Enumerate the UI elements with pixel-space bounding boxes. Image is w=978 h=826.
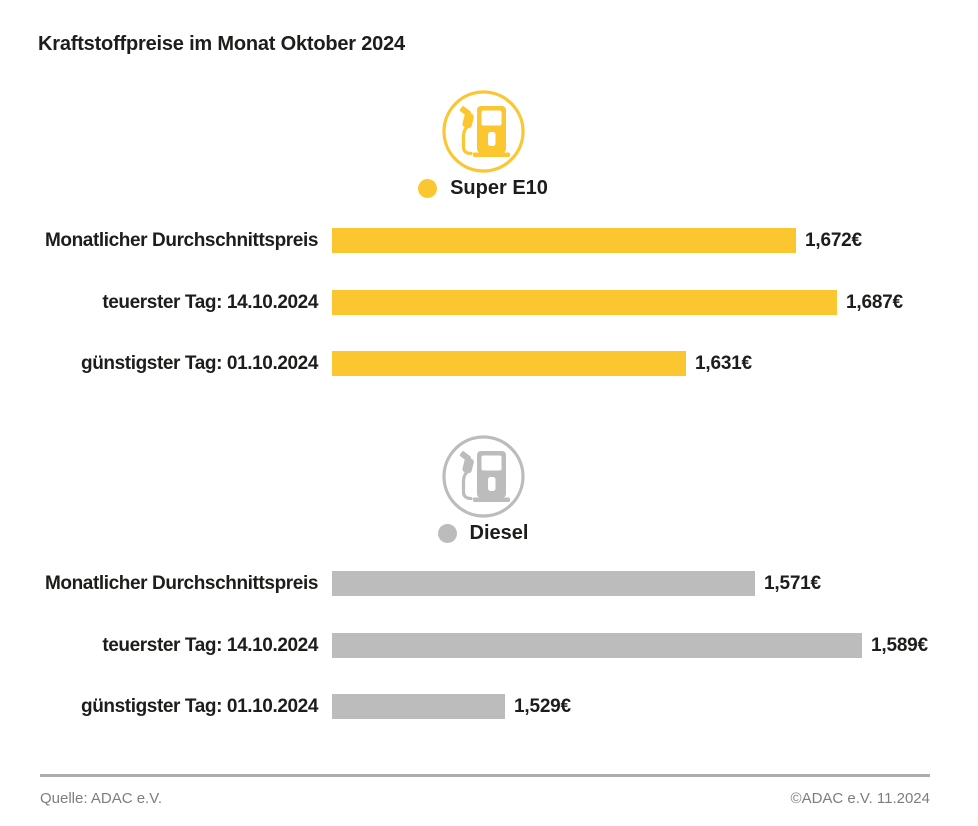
super-e10-legend-dot: [418, 178, 438, 198]
super-e10-legend-label: Super E10: [450, 176, 548, 199]
bar-value: 1,672€: [805, 229, 862, 251]
bar-row: teuerster Tag: 14.10.2024 1,687€: [38, 290, 978, 315]
bar-label: Monatlicher Durchschnittspreis: [44, 229, 318, 251]
bar-diesel-guenstigster-tag: [332, 694, 505, 719]
diesel-legend-label: Diesel: [469, 521, 529, 544]
bar-label: günstigster Tag: 01.10.2024: [81, 352, 318, 374]
bar-label: Monatlicher Durchschnittspreis: [44, 572, 318, 594]
bar-label: teuerster Tag: 14.10.2024: [102, 291, 318, 313]
bar-super-e10-durchschnitt: [332, 228, 796, 253]
footer: Quelle: ADAC e.V. ©ADAC e.V. 11.2024: [40, 790, 930, 807]
copyright-notice: ©ADAC e.V. 11.2024: [790, 790, 930, 807]
diesel-icon: [441, 434, 526, 519]
bar-row: Monatlicher Durchschnittspreis 1,571€: [38, 571, 978, 596]
bar-value: 1,589€: [871, 634, 928, 656]
bar-label: teuerster Tag: 14.10.2024: [102, 634, 318, 656]
super-e10-icon: [441, 89, 526, 174]
fuel-pump-icon: [442, 90, 525, 173]
bar-diesel-durchschnitt: [332, 571, 755, 596]
bar-row: günstigster Tag: 01.10.2024 1,529€: [38, 694, 978, 719]
bar-value: 1,687€: [846, 291, 903, 313]
bar-value: 1,571€: [764, 572, 821, 594]
diesel-legend: Diesel: [233, 521, 733, 545]
bar-value: 1,529€: [514, 695, 571, 717]
bar-row: günstigster Tag: 01.10.2024 1,631€: [38, 351, 978, 376]
bar-value: 1,631€: [695, 352, 752, 374]
bar-diesel-teuerster-tag: [332, 633, 862, 658]
bar-row: Monatlicher Durchschnittspreis 1,672€: [38, 228, 978, 253]
super-e10-legend: Super E10: [233, 176, 733, 200]
bar-label: günstigster Tag: 01.10.2024: [81, 695, 318, 717]
page-title: Kraftstoffpreise im Monat Oktober 2024: [38, 33, 405, 55]
footer-divider: [40, 774, 930, 777]
source-credit: Quelle: ADAC e.V.: [40, 790, 163, 807]
bar-row: teuerster Tag: 14.10.2024 1,589€: [38, 633, 978, 658]
fuel-pump-icon: [442, 435, 525, 518]
diesel-legend-dot: [437, 523, 457, 543]
bar-super-e10-teuerster-tag: [332, 290, 837, 315]
bar-super-e10-guenstigster-tag: [332, 351, 686, 376]
